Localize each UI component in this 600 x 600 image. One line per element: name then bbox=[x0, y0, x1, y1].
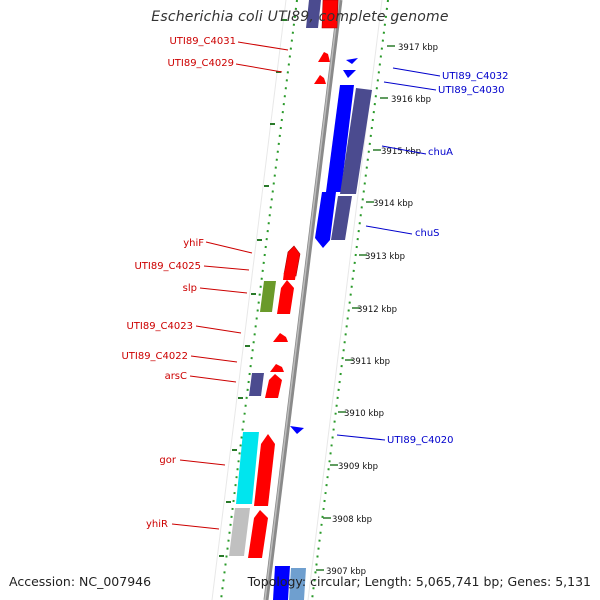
gene-label[interactable]: UTI89_C4025 bbox=[134, 261, 201, 272]
gene-label[interactable]: chuA bbox=[428, 147, 453, 158]
gene-arrow[interactable] bbox=[326, 85, 354, 192]
tick-label: 3913 kbp bbox=[365, 252, 405, 262]
gene-arrow[interactable] bbox=[265, 374, 282, 398]
tick-label: 3915 kbp bbox=[381, 147, 421, 157]
gene-arrow[interactable] bbox=[248, 510, 268, 558]
gene-label[interactable]: yhiR bbox=[146, 519, 168, 530]
gene-label[interactable]: slp bbox=[183, 283, 197, 294]
reverse-genes bbox=[273, 58, 372, 600]
gene-arrow[interactable] bbox=[314, 75, 326, 84]
tick-label: 3907 kbp bbox=[326, 567, 366, 577]
gene-arrow[interactable] bbox=[249, 373, 264, 396]
genome-backbone bbox=[263, 0, 343, 600]
gene-label[interactable]: UTI89_C4030 bbox=[438, 85, 505, 96]
gene-arrow[interactable] bbox=[229, 508, 250, 556]
gene-label[interactable]: chuS bbox=[415, 228, 440, 239]
tick-label: 3911 kbp bbox=[350, 357, 390, 367]
gene-label[interactable]: UTI89_C4022 bbox=[121, 351, 188, 362]
gene-arrow[interactable] bbox=[343, 70, 356, 78]
tick-label: 3910 kbp bbox=[344, 409, 384, 419]
topology-text: Topology: circular; Length: 5,065,741 bp… bbox=[247, 574, 591, 589]
genome-backbone-highlight bbox=[264, 0, 340, 600]
reverse-leaders bbox=[336, 67, 441, 441]
gene-arrow[interactable] bbox=[321, 0, 339, 29]
forward-gene-labels: UTI89_C4031 UTI89_C4029 yhiF UTI89_C4025… bbox=[121, 36, 236, 530]
gene-label[interactable]: UTI89_C4020 bbox=[387, 435, 454, 446]
gene-arrow[interactable] bbox=[283, 245, 301, 277]
gene-label[interactable]: UTI89_C4031 bbox=[169, 36, 236, 47]
forward-genes bbox=[229, 0, 339, 558]
gene-arrow[interactable] bbox=[290, 426, 304, 434]
tick-label: 3908 kbp bbox=[332, 515, 372, 525]
gene-arrow[interactable] bbox=[306, 0, 321, 28]
gene-arrow[interactable] bbox=[283, 272, 296, 280]
gene-arrow[interactable] bbox=[260, 281, 276, 312]
tick-label: 3909 kbp bbox=[338, 462, 378, 472]
gene-label[interactable]: arsC bbox=[165, 371, 187, 382]
gene-label[interactable]: UTI89_C4032 bbox=[442, 71, 509, 82]
map-title: Escherichia coli UTI89, complete genome bbox=[151, 9, 449, 25]
gene-arrow[interactable] bbox=[277, 280, 294, 314]
kbp-ticks bbox=[316, 45, 395, 571]
gene-arrow[interactable] bbox=[236, 432, 259, 504]
gene-label[interactable]: gor bbox=[159, 455, 176, 466]
gene-arrow[interactable] bbox=[315, 192, 336, 248]
forward-leaders bbox=[171, 41, 289, 530]
gene-arrow[interactable] bbox=[270, 364, 284, 372]
gene-arrow[interactable] bbox=[346, 58, 358, 64]
gene-arrow[interactable] bbox=[340, 88, 372, 194]
tick-label: 3914 kbp bbox=[373, 199, 413, 209]
gene-label[interactable]: UTI89_C4029 bbox=[167, 58, 234, 69]
gene-arrow[interactable] bbox=[254, 434, 275, 506]
kbp-labels: 3917 kbp 3916 kbp 3915 kbp 3914 kbp 3913… bbox=[326, 43, 438, 577]
accession-text: Accession: NC_007946 bbox=[9, 574, 152, 589]
tick-label: 3917 kbp bbox=[398, 43, 438, 53]
gene-arrow[interactable] bbox=[273, 333, 288, 342]
minor-ticks bbox=[219, 19, 287, 557]
gene-arrow[interactable] bbox=[331, 196, 352, 240]
gene-label[interactable]: yhiF bbox=[183, 238, 204, 249]
map-band-edge bbox=[211, 0, 287, 600]
gene-arrow[interactable] bbox=[273, 566, 290, 600]
gene-arrow[interactable] bbox=[289, 568, 306, 600]
tick-label: 3916 kbp bbox=[391, 95, 431, 105]
gene-label[interactable]: UTI89_C4023 bbox=[126, 321, 193, 332]
reverse-gene-labels: UTI89_C4032 UTI89_C4030 chuA chuS UTI89_… bbox=[387, 71, 509, 446]
gene-arrow[interactable] bbox=[318, 52, 330, 62]
tick-label: 3912 kbp bbox=[357, 305, 397, 315]
